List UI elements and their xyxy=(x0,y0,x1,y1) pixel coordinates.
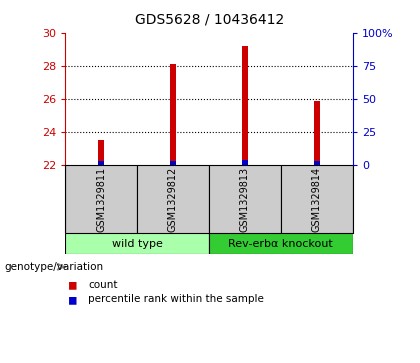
Bar xyxy=(65,233,209,254)
Text: GDS5628 / 10436412: GDS5628 / 10436412 xyxy=(135,13,285,27)
Text: GSM1329813: GSM1329813 xyxy=(240,167,250,232)
Text: percentile rank within the sample: percentile rank within the sample xyxy=(88,294,264,305)
Bar xyxy=(170,160,176,165)
Text: GSM1329812: GSM1329812 xyxy=(168,167,178,232)
Bar xyxy=(209,233,353,254)
Text: GSM1329814: GSM1329814 xyxy=(312,167,322,232)
Bar xyxy=(209,165,281,233)
Text: GSM1329811: GSM1329811 xyxy=(96,167,106,232)
Text: wild type: wild type xyxy=(112,239,163,249)
Bar xyxy=(314,160,320,165)
Text: ■: ■ xyxy=(69,293,77,306)
Bar xyxy=(242,160,248,165)
Bar xyxy=(242,46,248,165)
Text: count: count xyxy=(88,280,118,290)
Text: genotype/variation: genotype/variation xyxy=(4,262,103,272)
Bar xyxy=(65,165,137,233)
Bar xyxy=(314,101,320,165)
Bar xyxy=(137,165,209,233)
Bar xyxy=(98,140,104,165)
Text: Rev-erbα knockout: Rev-erbα knockout xyxy=(228,239,333,249)
Bar xyxy=(98,160,104,165)
Bar xyxy=(281,165,353,233)
Text: ■: ■ xyxy=(69,278,77,291)
Bar xyxy=(170,64,176,165)
